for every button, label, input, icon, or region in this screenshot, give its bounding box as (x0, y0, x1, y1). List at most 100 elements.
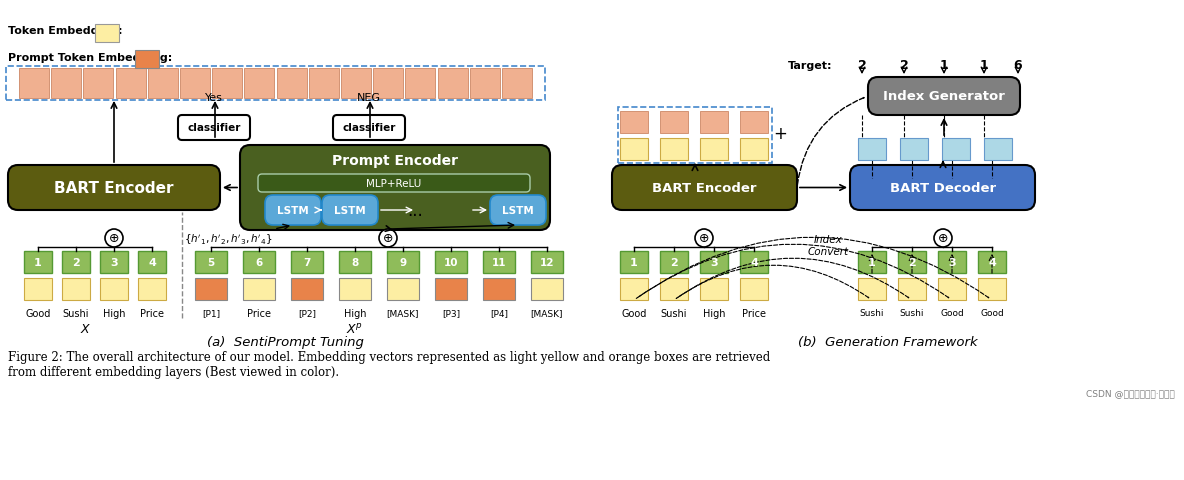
Bar (858, 139, 886, 161)
FancyBboxPatch shape (490, 195, 546, 226)
Bar (24, 278, 52, 300)
FancyArrowPatch shape (636, 245, 948, 299)
Bar (978, 278, 1006, 300)
Text: Figure 2: The overall architecture of our model. Embedding vectors represented a: Figure 2: The overall architecture of ou… (8, 350, 771, 378)
Bar (291, 252, 323, 274)
Text: classifier: classifier (187, 123, 240, 133)
Text: Sushi: Sushi (63, 308, 89, 318)
Text: $X$: $X$ (81, 323, 91, 336)
Text: [P2]: [P2] (298, 308, 316, 317)
Bar (212, 69, 243, 99)
Bar (243, 252, 275, 274)
Bar (83, 69, 114, 99)
Text: 4: 4 (749, 257, 758, 267)
Text: LSTM: LSTM (502, 205, 534, 216)
Text: Index Generator: Index Generator (883, 90, 1005, 103)
FancyBboxPatch shape (868, 78, 1019, 116)
Bar (700, 112, 728, 134)
Bar (99, 252, 128, 274)
Bar (24, 252, 52, 274)
Text: High: High (703, 308, 726, 318)
Bar (277, 69, 307, 99)
Bar (341, 69, 371, 99)
Text: Token Embedding:: Token Embedding: (8, 26, 122, 36)
Text: 1: 1 (34, 257, 41, 267)
Text: Price: Price (140, 308, 165, 318)
FancyArrowPatch shape (636, 238, 989, 299)
Bar (897, 278, 926, 300)
Bar (740, 252, 768, 274)
Bar (897, 252, 926, 274)
Circle shape (934, 229, 952, 248)
FancyBboxPatch shape (240, 146, 551, 230)
Bar (700, 252, 728, 274)
Text: NEG: NEG (358, 93, 381, 103)
Text: Index
Convert: Index Convert (807, 235, 849, 256)
Text: 1: 1 (630, 257, 638, 267)
Text: $\oplus$: $\oplus$ (382, 232, 393, 245)
Text: classifier: classifier (342, 123, 395, 133)
FancyArrowPatch shape (797, 98, 864, 185)
Text: Sushi: Sushi (661, 308, 687, 318)
Bar (942, 139, 970, 161)
Bar (620, 112, 648, 134)
Text: 3: 3 (110, 257, 118, 267)
Bar (470, 69, 500, 99)
Text: 1: 1 (868, 257, 876, 267)
Bar (19, 69, 49, 99)
Text: MLP+ReLU: MLP+ReLU (366, 179, 422, 189)
Bar (180, 69, 210, 99)
Text: 6: 6 (1014, 60, 1022, 72)
Text: (b)  Generation Framework: (b) Generation Framework (798, 336, 978, 348)
FancyArrowPatch shape (676, 259, 908, 299)
Text: 11: 11 (491, 257, 507, 267)
Bar (51, 69, 82, 99)
Bar (139, 278, 166, 300)
Text: 7: 7 (303, 257, 310, 267)
Text: 6: 6 (256, 257, 263, 267)
Bar (339, 252, 371, 274)
Bar (659, 112, 688, 134)
Text: 2: 2 (72, 257, 79, 267)
Text: Prompt Token Embedding:: Prompt Token Embedding: (8, 53, 172, 63)
Bar (309, 69, 339, 99)
Text: 10: 10 (444, 257, 458, 267)
Text: 2: 2 (900, 60, 908, 72)
Text: 2: 2 (857, 60, 867, 72)
Bar (291, 278, 323, 300)
Bar (438, 69, 468, 99)
Text: [MASK]: [MASK] (530, 308, 564, 317)
Text: $\oplus$: $\oplus$ (109, 232, 120, 245)
Text: Target:: Target: (787, 61, 832, 71)
Text: 1: 1 (979, 60, 989, 72)
Text: BART Decoder: BART Decoder (890, 181, 996, 194)
FancyBboxPatch shape (850, 166, 1035, 211)
Text: 3: 3 (710, 257, 718, 267)
Bar (659, 278, 688, 300)
Bar (6, 67, 545, 101)
FancyBboxPatch shape (8, 166, 220, 211)
Text: Sushi: Sushi (860, 308, 884, 317)
Text: 4: 4 (989, 257, 996, 267)
Text: Prompt Encoder: Prompt Encoder (332, 154, 458, 168)
Bar (530, 278, 564, 300)
Bar (858, 278, 886, 300)
Text: Good: Good (940, 308, 964, 317)
Bar (195, 252, 227, 274)
Bar (938, 278, 966, 300)
FancyBboxPatch shape (612, 166, 797, 211)
Bar (387, 252, 419, 274)
Bar (740, 112, 768, 134)
Text: Good: Good (25, 308, 51, 318)
Text: 2: 2 (670, 257, 678, 267)
Text: High: High (343, 308, 366, 318)
Bar (659, 252, 688, 274)
Text: LSTM: LSTM (334, 205, 366, 216)
Bar (618, 108, 772, 164)
Bar (700, 278, 728, 300)
Bar (740, 139, 768, 161)
Bar (483, 278, 515, 300)
FancyBboxPatch shape (333, 116, 405, 141)
Text: [P3]: [P3] (442, 308, 461, 317)
Bar (116, 69, 146, 99)
